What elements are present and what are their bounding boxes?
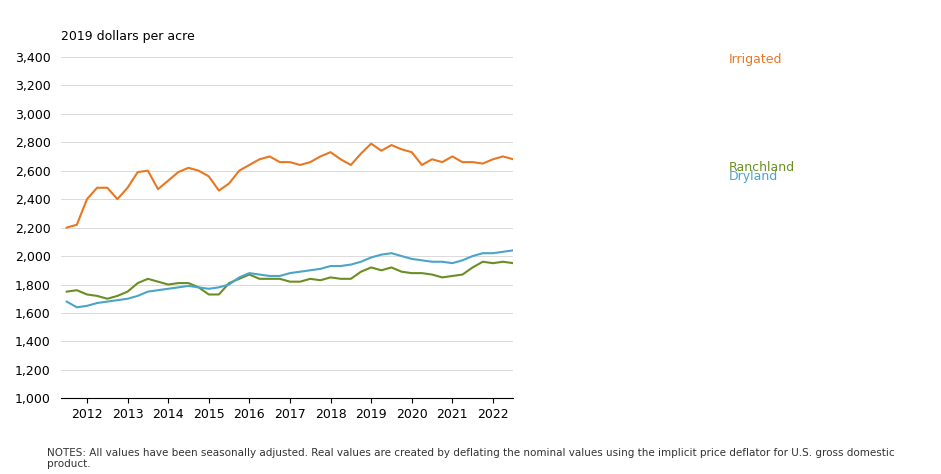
- Text: 2019 dollars per acre: 2019 dollars per acre: [60, 30, 195, 43]
- Text: NOTES: All values have been seasonally adjusted. Real values are created by defl: NOTES: All values have been seasonally a…: [47, 447, 895, 469]
- Text: Dryland: Dryland: [728, 170, 777, 183]
- Text: Ranchland: Ranchland: [728, 161, 794, 174]
- Text: Irrigated: Irrigated: [728, 53, 782, 66]
